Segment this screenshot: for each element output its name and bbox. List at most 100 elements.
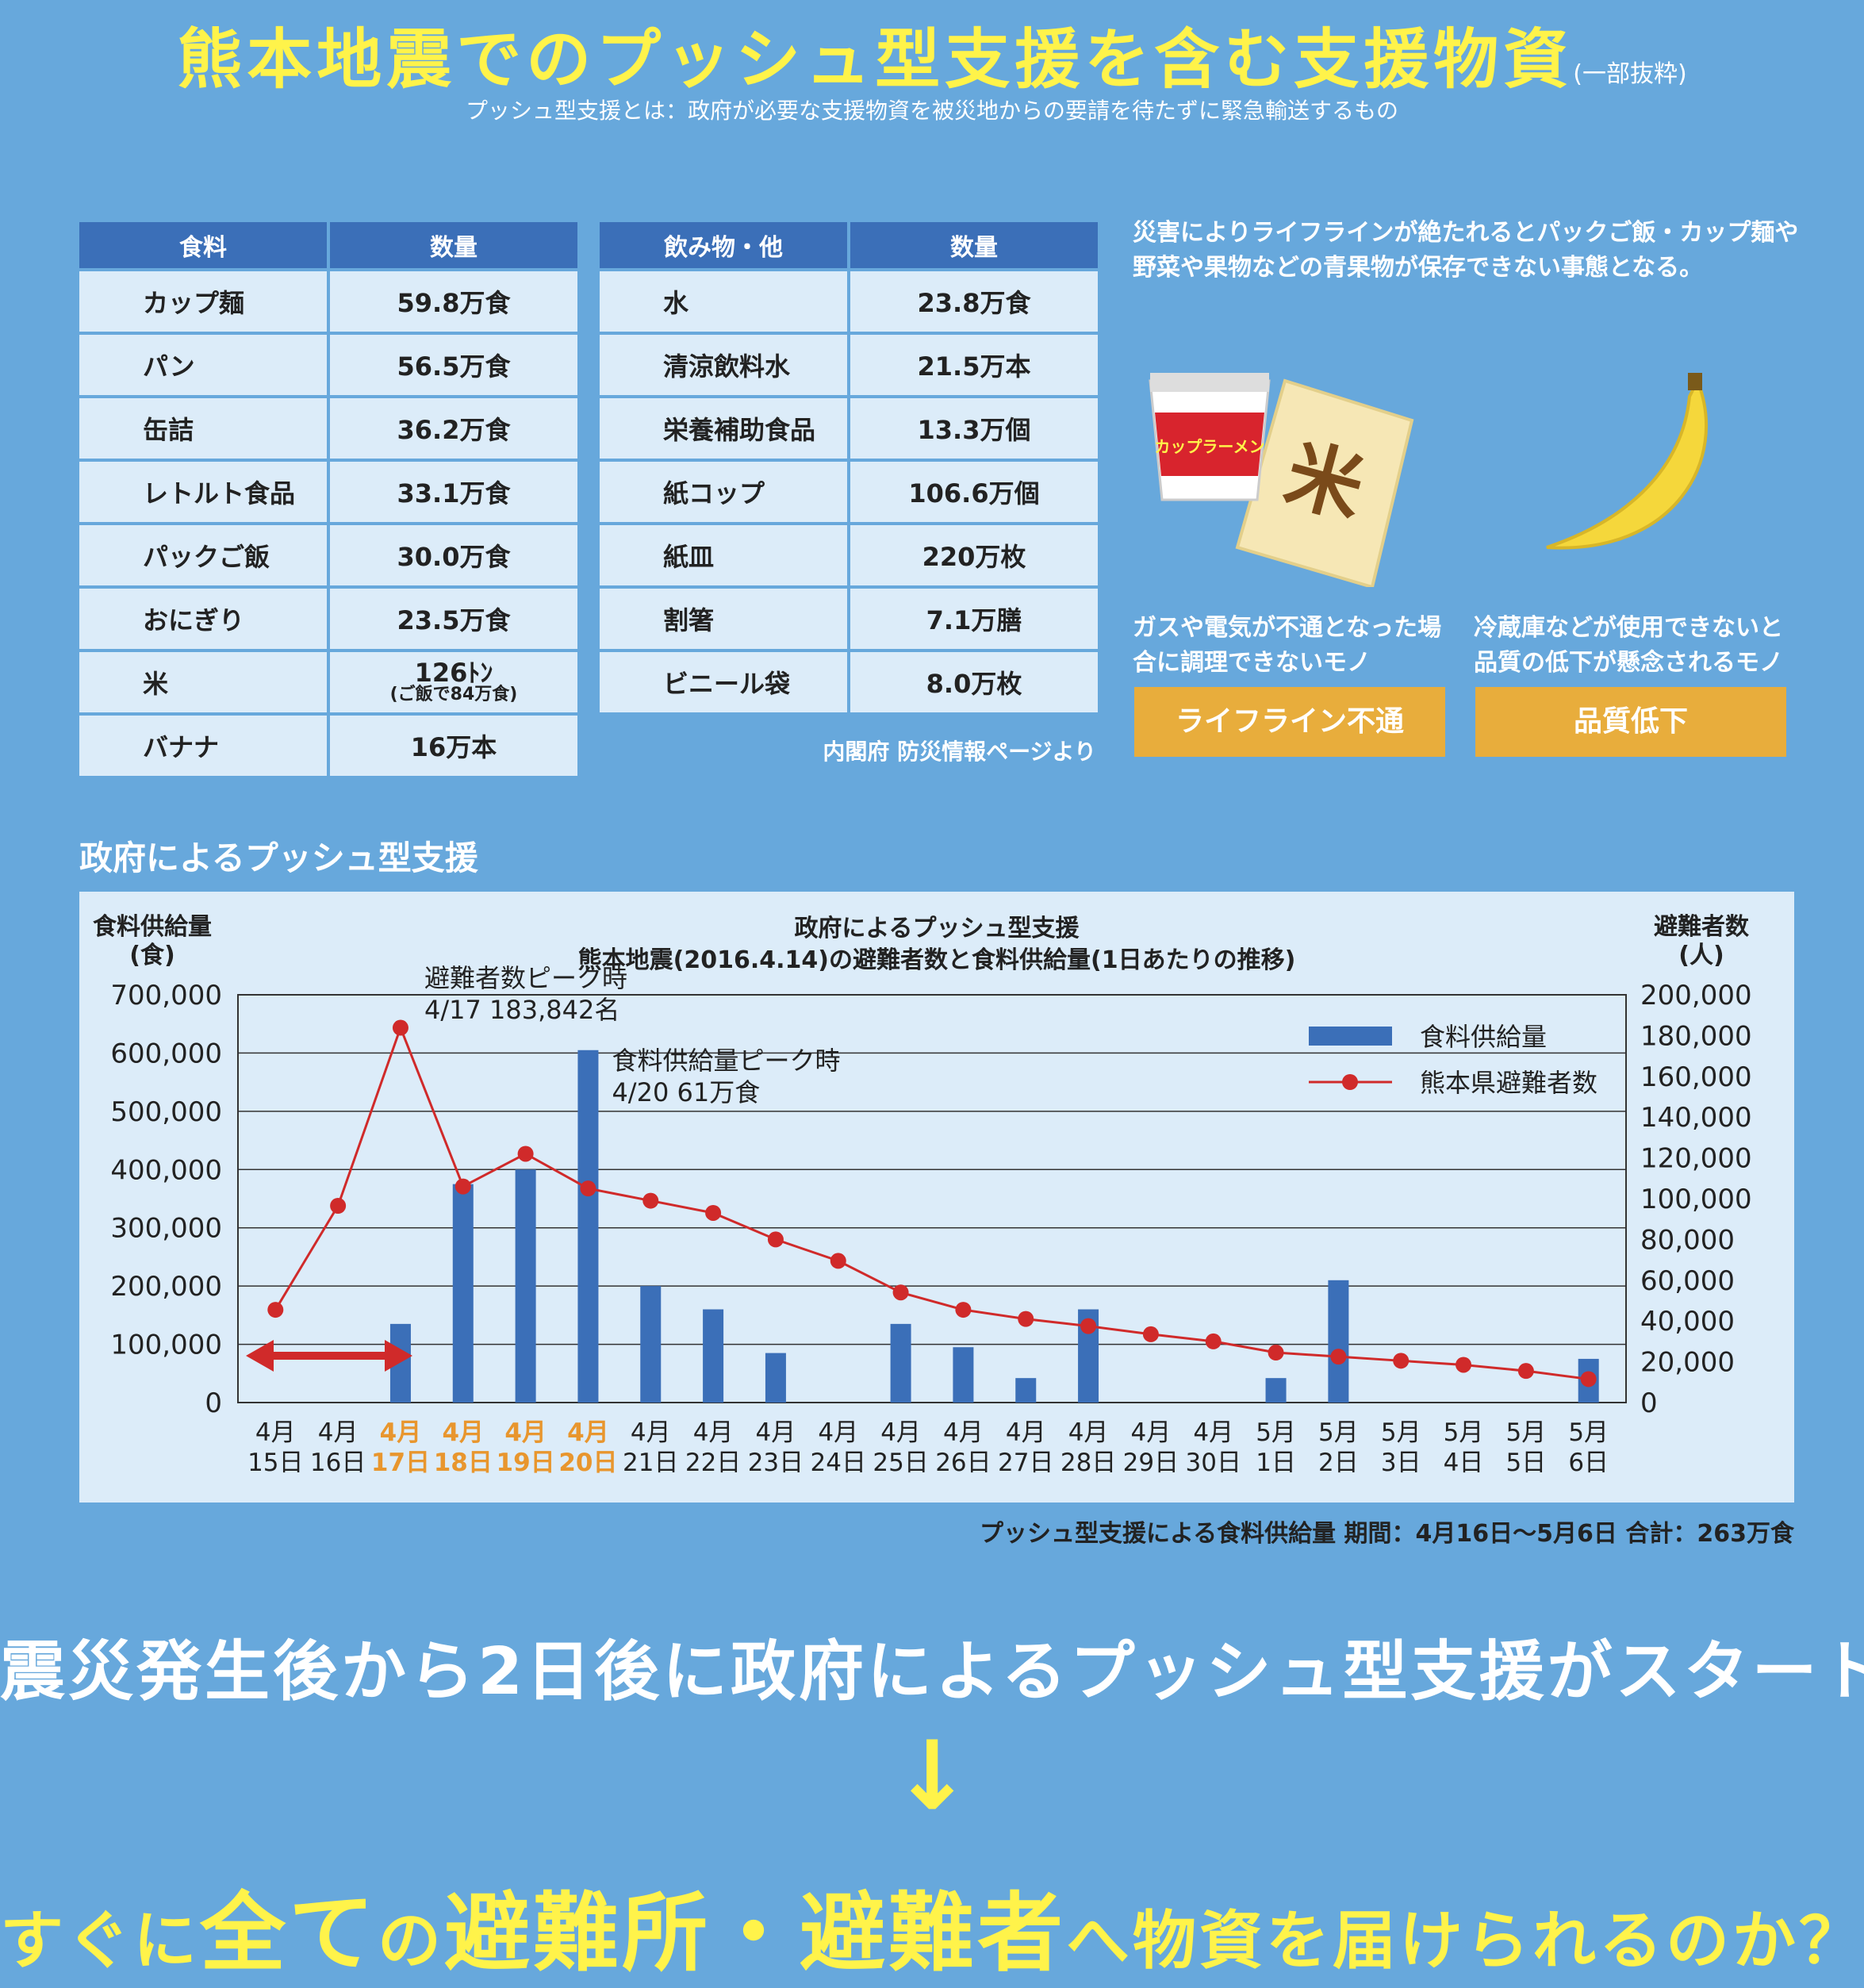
food-supply-bar (890, 1323, 911, 1403)
right-axis-label: 避難者数(人) (1654, 913, 1750, 969)
item-qty: 23.5万食 (327, 585, 581, 652)
food-supply-bar (1328, 1280, 1349, 1403)
evacuee-point (1268, 1345, 1284, 1361)
right-tick-label: 40,000 (1640, 1306, 1735, 1337)
evacuee-point (1080, 1318, 1097, 1334)
item-name: ビニール袋 (596, 649, 850, 716)
item-qty: 16万本 (327, 712, 581, 779)
right-tick-label: 80,000 (1640, 1224, 1735, 1256)
table-row: レトルト食品 33.1万食 (76, 459, 581, 525)
conclusion-part-d: 避難所・避難者 (444, 1884, 1067, 1983)
item-qty: 56.5万食 (327, 332, 581, 398)
x-tick-label: 4月 (1131, 1418, 1172, 1447)
x-tick-label: 4月 (255, 1418, 296, 1447)
evacuee-point (705, 1204, 722, 1221)
x-tick-label: 22日 (685, 1449, 741, 1477)
evacuee-point (830, 1253, 846, 1269)
legend-bar-swatch (1309, 1027, 1392, 1046)
table-row: ビニール袋 8.0万枚 (596, 649, 1101, 716)
right-intro: 災害によりライフラインが絶たれるとパックご飯・カップ麺や野菜や果物などの青果物が… (1133, 219, 1799, 282)
right-tick-label: 180,000 (1640, 1020, 1752, 1052)
page-subtitle: プッシュ型支援とは：政府が必要な支援物資を被災地からの要請を待たずに緊急輸送する… (465, 98, 1398, 124)
evacuee-point (1330, 1349, 1347, 1365)
chart-annotation: 4/20 61万食 (612, 1077, 760, 1107)
left-tick-label: 700,000 (110, 980, 222, 1011)
evacuee-point (330, 1197, 347, 1214)
food-supply-bar (765, 1353, 786, 1403)
x-tick-label: 28日 (1060, 1449, 1116, 1477)
chart-annotation: 避難者数ピーク時 (424, 963, 627, 993)
footer-note: プッシュ型支援による食料供給量 期間：4月16日〜5月6日 合計：263万食 (980, 1520, 1794, 1548)
item-name: 割箸 (596, 585, 850, 652)
left-tick-label: 200,000 (110, 1271, 222, 1303)
table-row: 缶詰 36.2万食 (76, 395, 581, 462)
left-tick-label: 400,000 (110, 1154, 222, 1186)
x-tick-label: 4月 (567, 1418, 609, 1447)
item-name: 栄養補助食品 (596, 395, 850, 462)
section-title: 政府によるプッシュ型支援 (79, 839, 478, 877)
x-tick-label: 4月 (1006, 1418, 1046, 1447)
evacuee-point (1517, 1363, 1534, 1380)
evacuee-point (454, 1178, 471, 1195)
conclusion-part-b: 全て (200, 1884, 378, 1983)
food-supply-bar (452, 1184, 474, 1403)
food-supply-bar (515, 1169, 536, 1403)
x-tick-label: 24日 (811, 1449, 866, 1477)
conclusion-line2: すぐに全ての避難所・避難者へ物資を届けられるのか？ (0, 1864, 1864, 1988)
left-tick-label: 0 (205, 1387, 222, 1419)
chart-annotation: 食料供給量ピーク時 (612, 1046, 840, 1076)
item-name: おにぎり (76, 585, 330, 652)
chart-title: 政府によるプッシュ型支援 (794, 915, 1080, 942)
right-tick-label: 60,000 (1640, 1265, 1735, 1297)
item-name: 紙コップ (596, 459, 850, 525)
item-name: 清涼飲料水 (596, 332, 850, 398)
evacuee-point (267, 1302, 284, 1318)
axis-label-line: 避難者数 (1654, 913, 1750, 941)
source-note: 内閣府 防災情報ページより (823, 739, 1096, 765)
cup-noodle-rice-illustration: 米 カップラーメン (1149, 373, 1414, 587)
x-tick-label: 6日 (1568, 1449, 1609, 1477)
item-qty: 106.6万個 (847, 459, 1101, 525)
x-tick-label: 4月 (380, 1418, 422, 1447)
chart-subtitle: 熊本地震(2016.4.14)の避難者数と食料供給量(1日あたりの推移) (578, 946, 1296, 974)
item-name: レトルト食品 (76, 459, 330, 525)
right-tick-label: 120,000 (1640, 1143, 1752, 1175)
food-supply-bar (953, 1347, 974, 1403)
x-tick-label: 5月 (1256, 1418, 1296, 1447)
x-tick-label: 25日 (873, 1449, 928, 1477)
x-tick-label: 4月 (504, 1418, 547, 1447)
evacuee-point (892, 1284, 909, 1301)
x-tick-label: 21日 (623, 1449, 678, 1477)
table-row: 紙皿 220万枚 (596, 522, 1101, 589)
right-tick-label: 100,000 (1640, 1184, 1752, 1215)
left-tick-label: 500,000 (110, 1096, 222, 1128)
table-row: 割箸 7.1万膳 (596, 585, 1101, 652)
x-tick-label: 4月 (943, 1418, 984, 1447)
x-tick-label: 5月 (1381, 1418, 1421, 1447)
legend-point-swatch (1342, 1074, 1358, 1090)
x-tick-label: 30日 (1186, 1449, 1241, 1477)
x-tick-label: 5日 (1506, 1449, 1547, 1477)
evacuee-point (767, 1231, 784, 1248)
qty-note: (ご飯で84万食) (389, 685, 518, 704)
evacuee-point (392, 1019, 408, 1036)
evacuee-point (1393, 1353, 1410, 1369)
x-tick-label: 4月 (693, 1418, 734, 1447)
conclusion-part-c: の (378, 1904, 445, 1978)
chart-container: 政府によるプッシュ型支援 熊本地震(2016.4.14)の避難者数と食料供給量(… (79, 892, 1794, 1503)
evacuee-point (1018, 1311, 1034, 1327)
right-tick-label: 20,000 (1640, 1347, 1735, 1379)
food-supply-bar (577, 1050, 599, 1403)
evacuee-point (580, 1180, 596, 1197)
axis-label-line: (食) (129, 942, 175, 969)
legend-label-food: 食料供給量 (1420, 1022, 1547, 1052)
table-row: おにぎり 23.5万食 (76, 585, 581, 652)
item-name: 紙皿 (596, 522, 850, 589)
x-tick-label: 23日 (748, 1449, 804, 1477)
x-tick-label: 29日 (1123, 1449, 1179, 1477)
x-tick-label: 17日 (371, 1449, 430, 1477)
item-qty: 13.3万個 (847, 395, 1101, 462)
table-row: 栄養補助食品 13.3万個 (596, 395, 1101, 462)
item-name: バナナ (76, 712, 330, 779)
food-table: 食料 数量 カップ麺 59.8万食 パン 56.5万食 缶詰 36.2万食 レトルト食品 33… (76, 219, 581, 779)
